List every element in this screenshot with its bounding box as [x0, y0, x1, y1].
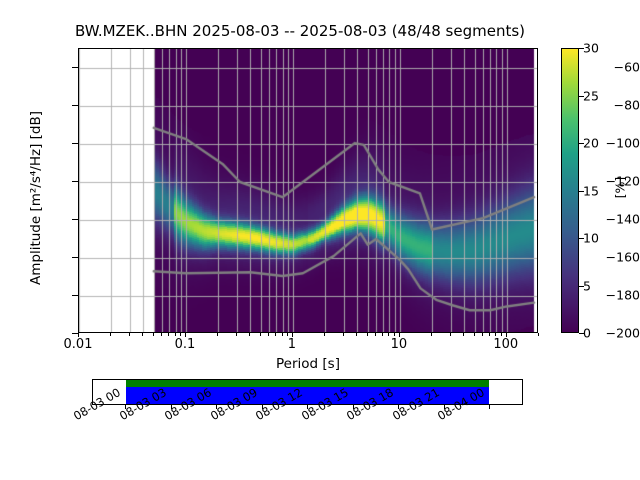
x-minor-tick-mark	[538, 333, 539, 336]
x-tick-label: 100	[493, 337, 519, 352]
x-minor-tick-mark	[152, 333, 154, 336]
x-tick-label: 0.01	[63, 337, 93, 352]
y-tick-mark	[72, 219, 78, 220]
y-tick-mark	[72, 295, 78, 296]
y-tick-label: −60	[613, 59, 640, 75]
colorbar-tick-label: 10	[583, 230, 599, 246]
y-tick-mark	[72, 333, 78, 334]
x-minor-tick-mark	[500, 333, 502, 336]
x-tick-label: 10	[390, 337, 408, 352]
timeline-tick-mark	[352, 405, 354, 409]
ppsd-density-heatmap	[79, 49, 537, 332]
timeline-bar-data-coverage	[126, 380, 489, 388]
x-minor-tick-mark	[489, 333, 491, 336]
timeline-tick-mark	[170, 405, 172, 409]
colorbar-tick-mark	[579, 95, 584, 97]
y-tick-label: −160	[605, 249, 640, 265]
x-axis-label: Period [s]	[276, 356, 340, 372]
colorbar-tick-label: 0	[583, 325, 591, 341]
colorbar-tick-mark	[579, 285, 584, 287]
colorbar	[561, 48, 579, 333]
figure-title: BW.MZEK..BHN 2025-08-03 -- 2025-08-03 (4…	[74, 22, 526, 40]
x-tick-mark	[505, 333, 507, 337]
x-minor-tick-mark	[431, 333, 433, 336]
y-tick-label: −120	[605, 173, 640, 189]
x-minor-tick-mark	[366, 333, 368, 336]
colorbar-tick-label: 25	[583, 88, 599, 103]
y-tick-label: −200	[605, 325, 640, 341]
x-minor-tick-mark	[217, 333, 219, 336]
y-axis-label: Amplitude [m²/s⁴/Hz] [dB]	[28, 111, 44, 286]
x-minor-tick-mark	[235, 333, 237, 336]
x-tick-label: 0.1	[174, 337, 196, 352]
timeline-tick-mark	[125, 405, 126, 409]
colorbar-tick-label: 30	[583, 40, 599, 56]
y-tick-mark	[72, 181, 78, 182]
colorbar-tick-mark	[579, 143, 584, 144]
timeline-tick-mark	[216, 405, 217, 409]
x-tick-mark	[78, 333, 79, 337]
x-minor-tick-mark	[168, 333, 170, 336]
colorbar-tick-label: 20	[583, 135, 599, 151]
y-tick-mark	[72, 105, 78, 106]
x-minor-tick-mark	[342, 333, 344, 336]
y-tick-label: −80	[613, 97, 640, 113]
y-tick-mark	[72, 257, 78, 258]
x-tick-label: 1	[287, 337, 297, 352]
x-minor-tick-mark	[249, 333, 251, 336]
timeline-tick-mark	[398, 405, 399, 409]
timeline-tick-mark	[489, 405, 490, 409]
timeline-tick-mark	[307, 405, 308, 409]
colorbar-tick-label: 15	[583, 183, 599, 198]
timeline-tick-mark	[261, 405, 263, 409]
x-minor-tick-mark	[495, 333, 497, 336]
x-minor-tick-mark	[388, 333, 390, 336]
x-minor-tick-mark	[268, 333, 270, 336]
x-minor-tick-mark	[482, 333, 484, 336]
x-minor-tick-mark	[356, 333, 358, 336]
x-tick-mark	[291, 333, 293, 337]
x-minor-tick-mark	[473, 333, 475, 336]
timeline-bar-psd-coverage	[126, 387, 489, 404]
x-minor-tick-mark	[275, 333, 277, 336]
x-minor-tick-mark	[287, 333, 288, 336]
x-minor-tick-mark	[259, 333, 261, 336]
x-tick-mark	[398, 333, 400, 337]
x-minor-tick-mark	[393, 333, 395, 336]
x-minor-tick-mark	[161, 333, 163, 336]
x-minor-tick-mark	[180, 333, 182, 336]
x-tick-mark	[184, 333, 186, 337]
colorbar-tick-label: 5	[583, 278, 591, 293]
ppsd-plot-area	[78, 48, 538, 333]
colorbar-tick-mark	[579, 238, 584, 239]
x-minor-tick-mark	[281, 333, 283, 336]
x-minor-tick-mark	[375, 333, 377, 336]
timeline-tick-mark	[443, 405, 445, 409]
x-minor-tick-mark	[142, 333, 144, 336]
y-tick-mark	[72, 143, 78, 144]
y-tick-label: −180	[605, 287, 640, 303]
data-coverage-timeline	[92, 379, 523, 405]
y-tick-label: −100	[605, 135, 640, 151]
x-minor-tick-mark	[449, 333, 451, 336]
colorbar-label: [%]	[612, 176, 628, 199]
x-minor-tick-mark	[110, 333, 112, 336]
x-minor-tick-mark	[324, 333, 326, 336]
colorbar-tick-mark	[579, 333, 584, 334]
y-tick-label: −140	[605, 211, 640, 227]
x-minor-tick-mark	[129, 333, 131, 336]
colorbar-tick-mark	[579, 48, 584, 49]
colorbar-tick-mark	[579, 190, 584, 192]
x-minor-tick-mark	[382, 333, 384, 336]
x-minor-tick-mark	[174, 333, 176, 336]
y-tick-mark	[72, 67, 78, 68]
x-minor-tick-mark	[463, 333, 465, 336]
